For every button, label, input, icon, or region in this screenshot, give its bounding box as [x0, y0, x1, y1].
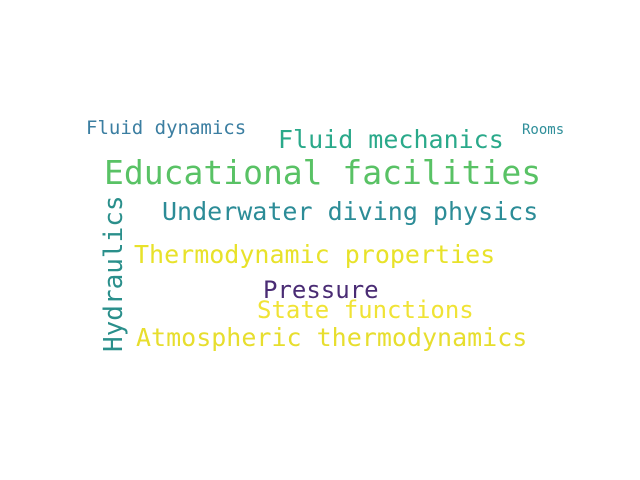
- word-hydraulics: Hydraulics: [99, 195, 129, 352]
- word-fluid-dynamics: Fluid dynamics: [86, 117, 247, 139]
- word-underwater-diving-physics: Underwater diving physics: [162, 197, 539, 226]
- word-rooms: Rooms: [522, 122, 565, 138]
- word-fluid-mechanics: Fluid mechanics: [278, 125, 504, 154]
- word-pressure: Pressure: [263, 276, 379, 304]
- word-state-functions: State functions: [257, 296, 474, 324]
- word-atmospheric-thermodynamics: Atmospheric thermodynamics: [136, 323, 528, 352]
- word-educational-facilities: Educational facilities: [104, 153, 542, 192]
- word-thermodynamic-properties: Thermodynamic properties: [134, 240, 496, 269]
